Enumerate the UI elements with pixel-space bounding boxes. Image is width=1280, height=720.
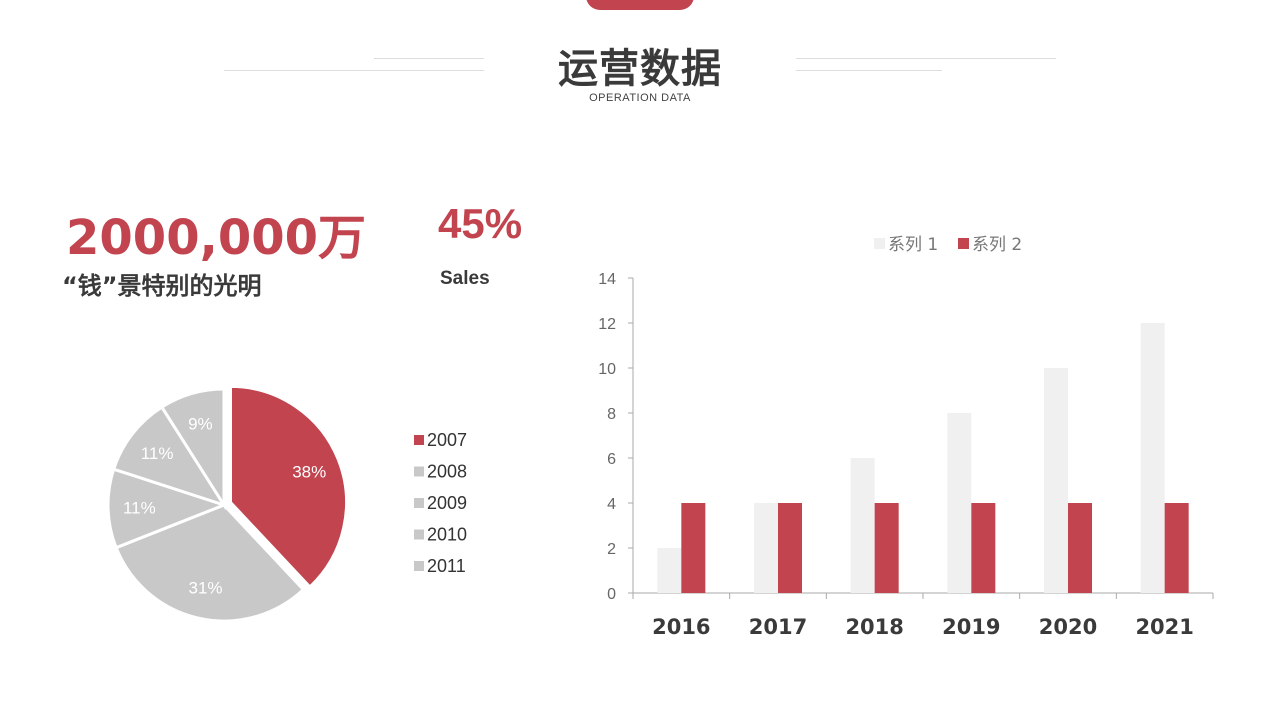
bar-x-label-2021: 2021 bbox=[1135, 615, 1193, 639]
bar-2018-series-2 bbox=[874, 503, 899, 593]
bar-y-tick-label-12: 12 bbox=[598, 316, 616, 333]
bar-y-tick-label-6: 6 bbox=[607, 451, 616, 468]
bar-y-tick-label-4: 4 bbox=[607, 496, 616, 513]
pie-legend-label-2009: 2009 bbox=[427, 493, 467, 513]
page-title: 运营数据 bbox=[558, 46, 722, 92]
title-rule-left-upper bbox=[374, 58, 484, 59]
top-tab-decoration bbox=[586, 0, 694, 10]
bar-y-tick-label-10: 10 bbox=[598, 361, 616, 378]
sales-percent-label: Sales bbox=[440, 268, 490, 289]
pie-legend-label-2007: 2007 bbox=[427, 430, 467, 450]
sales-percent-stat: 45% bbox=[438, 200, 523, 247]
amount-stat: 2000,000万 bbox=[66, 210, 367, 266]
pie-label-2008: 31% bbox=[189, 579, 223, 598]
pie-legend-label-2011: 2011 bbox=[427, 556, 466, 576]
bar-y-tick-label-14: 14 bbox=[598, 271, 616, 288]
amount-stat-label: “钱”景特别的光明 bbox=[62, 272, 262, 300]
bar-2016-series-2 bbox=[681, 503, 706, 593]
bar-2020-series-2 bbox=[1068, 503, 1092, 593]
bar-x-label-2016: 2016 bbox=[652, 615, 710, 639]
bar-2021-series-1 bbox=[1140, 323, 1165, 593]
bar-legend-label-1: 系列 1 bbox=[888, 235, 938, 255]
bar-2016-series-1 bbox=[657, 548, 682, 593]
pie-legend-swatch-2008 bbox=[414, 466, 424, 477]
title-rule-left-lower bbox=[224, 70, 484, 71]
pie-chart: 38% 31% 11% 11% 9% 2007 2008 2009 2010 2011 bbox=[106, 384, 467, 623]
bar-legend-swatch-1 bbox=[874, 238, 885, 249]
pie-slice-2007 bbox=[229, 384, 348, 590]
pie-label-2009: 11% bbox=[123, 499, 156, 518]
bar-x-label-2018: 2018 bbox=[845, 615, 903, 639]
bar-legend-swatch-2 bbox=[958, 238, 969, 249]
bar-2020-series-1 bbox=[1044, 368, 1068, 593]
pie-legend-swatch-2007 bbox=[414, 435, 424, 445]
pie-label-2010: 11% bbox=[141, 444, 174, 463]
bar-2021-series-2 bbox=[1164, 503, 1189, 593]
pie-slice-2009 bbox=[106, 467, 229, 550]
bar-y-tick-label-0: 0 bbox=[607, 586, 616, 603]
title-rule-right-lower bbox=[796, 70, 942, 71]
pie-slice-2010 bbox=[111, 404, 228, 508]
bar-x-label-2019: 2019 bbox=[942, 615, 1000, 639]
pie-legend-label-2010: 2010 bbox=[427, 525, 467, 545]
bar-legend-label-2: 系列 2 bbox=[972, 235, 1022, 255]
pie-slice-2008 bbox=[114, 503, 306, 623]
bar-2017-series-1 bbox=[754, 503, 778, 593]
title-rule-right-upper bbox=[796, 58, 1056, 59]
pie-legend-swatch-2010 bbox=[414, 529, 424, 540]
bar-x-label-2020: 2020 bbox=[1039, 615, 1097, 639]
bar-2018-series-1 bbox=[850, 458, 875, 593]
bar-y-tick-label-2: 2 bbox=[607, 541, 616, 558]
bar-2019-series-2 bbox=[971, 503, 996, 593]
page-subtitle: OPERATION DATA bbox=[589, 92, 691, 104]
pie-slice-2011 bbox=[159, 387, 226, 511]
pie-label-2011: 9% bbox=[188, 415, 213, 434]
bar-y-tick-label-8: 8 bbox=[607, 406, 616, 423]
pie-legend-swatch-2011 bbox=[414, 561, 424, 571]
bar-2019-series-1 bbox=[947, 413, 972, 593]
pie-legend-swatch-2009 bbox=[414, 498, 424, 508]
bar-x-label-2017: 2017 bbox=[749, 615, 807, 639]
pie-label-2007: 38% bbox=[292, 462, 326, 481]
bar-2017-series-2 bbox=[778, 503, 802, 593]
pie-legend-label-2008: 2008 bbox=[427, 462, 467, 482]
